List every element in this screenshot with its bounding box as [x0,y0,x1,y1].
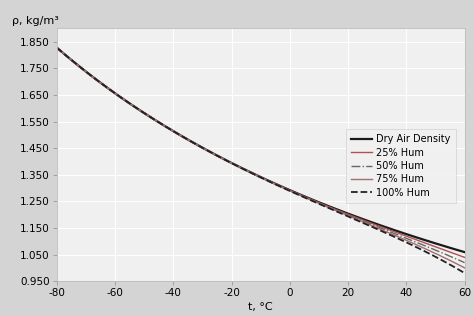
100% Hum [126,101,132,105]
50% Hum [361,219,367,223]
75% Hum [126,101,132,105]
Legend: Dry Air Density, 25% Hum, 50% Hum, 75% Hum, 100% Hum: Dry Air Density, 25% Hum, 50% Hum, 75% H… [346,129,456,203]
75% Hum [159,122,164,126]
100% Hum [54,46,60,50]
Line: 25% Hum: 25% Hum [57,48,465,257]
Line: Dry Air Density: Dry Air Density [57,48,465,252]
25% Hum [361,218,367,222]
Dry Air Density [294,191,300,195]
50% Hum [54,46,60,50]
75% Hum [238,166,244,170]
25% Hum [126,101,132,105]
25% Hum [159,122,164,126]
75% Hum [294,192,300,196]
Dry Air Density [326,204,332,208]
Dry Air Density [126,101,132,105]
25% Hum [294,191,300,195]
100% Hum [326,206,332,210]
Dry Air Density [462,250,467,254]
100% Hum [238,166,244,170]
50% Hum [462,261,467,264]
Dry Air Density [238,166,244,170]
100% Hum [159,122,164,126]
50% Hum [238,166,244,170]
25% Hum [238,166,244,170]
Line: 50% Hum: 50% Hum [57,48,465,263]
Dry Air Density [361,217,367,221]
75% Hum [361,220,367,224]
Dry Air Density [54,46,60,50]
50% Hum [326,205,332,209]
25% Hum [326,205,332,209]
50% Hum [159,122,164,126]
Text: ρ, kg/m³: ρ, kg/m³ [12,16,59,26]
100% Hum [462,271,467,275]
75% Hum [54,46,60,50]
50% Hum [294,192,300,196]
25% Hum [462,255,467,259]
75% Hum [326,206,332,210]
100% Hum [361,221,367,225]
100% Hum [294,192,300,196]
75% Hum [462,266,467,270]
50% Hum [126,101,132,105]
25% Hum [54,46,60,50]
X-axis label: t, °C: t, °C [248,302,273,312]
Dry Air Density [159,122,164,126]
Line: 75% Hum: 75% Hum [57,48,465,268]
Line: 100% Hum: 100% Hum [57,48,465,273]
